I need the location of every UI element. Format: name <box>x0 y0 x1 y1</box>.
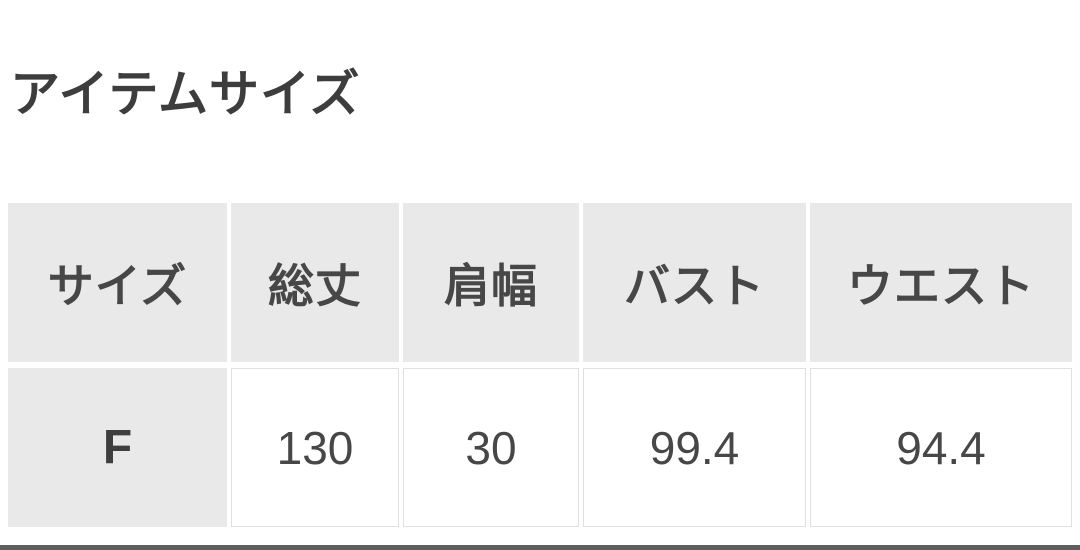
column-header-total-length: 総丈 <box>231 203 399 362</box>
column-header-bust: バスト <box>583 203 806 362</box>
cell-total-length-value: 130 <box>231 368 399 527</box>
cell-waist-value: 94.4 <box>810 368 1072 527</box>
size-table-header-row: サイズ 総丈 肩幅 バスト ウエスト <box>8 203 1072 362</box>
column-header-shoulder-width: 肩幅 <box>403 203 579 362</box>
page-title: アイテムサイズ <box>10 66 361 122</box>
column-header-size: サイズ <box>8 203 227 362</box>
cell-shoulder-width-value: 30 <box>403 368 579 527</box>
column-header-waist: ウエスト <box>810 203 1072 362</box>
next-section-divider <box>0 545 1080 550</box>
size-table: サイズ 総丈 肩幅 バスト ウエスト F 130 30 99.4 94.4 <box>4 197 1076 533</box>
size-table-data-row: F 130 30 99.4 94.4 <box>8 368 1072 527</box>
cell-bust-value: 99.4 <box>583 368 806 527</box>
cell-size-value: F <box>8 368 227 527</box>
